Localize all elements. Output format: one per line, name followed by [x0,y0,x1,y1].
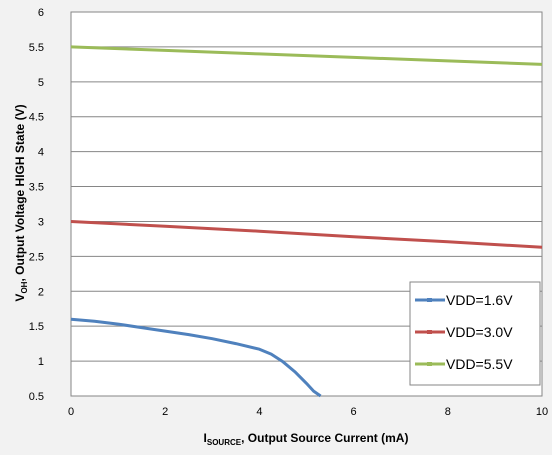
y-tick-label: 0.5 [29,391,44,403]
series-lines [70,45,543,398]
y-tick-labels: 0.5 1 1.5 2 2.5 3 3.5 4 4.5 5 5.5 6 [29,7,44,403]
x-tick-labels: 0 2 4 6 8 10 [68,406,548,418]
y-tick-label: 5.5 [29,42,44,54]
y-tick-label: 6 [38,7,44,19]
y-axis-title-sub: OH [20,281,29,293]
x-tick-label: 2 [162,406,168,418]
y-axis-title: VOH, Output Voltage HIGH State (V) [13,104,29,301]
series-line-1 [70,317,322,398]
plot-border [70,11,543,397]
y-tick-label: 3.5 [29,182,44,194]
y-tick-label: 5 [38,77,44,89]
legend: VDD=1.6V VDD=3.0V VDD=5.5V [409,281,541,386]
y-tick-label: 2 [38,286,44,298]
series-line-2 [70,220,543,249]
y-axis-title-main: V [13,294,27,302]
y-tick-label: 3 [38,216,44,228]
legend-marker-2 [427,330,432,334]
x-tick-label: 6 [351,406,357,418]
x-tick-label: 0 [68,406,74,418]
x-axis-title-main: I [204,431,207,445]
x-tick-label: 4 [256,406,262,418]
series-line-3 [70,45,543,66]
legend-marker-1 [427,298,432,302]
legend-label-3: VDD=5.5V [446,356,513,372]
y-tick-label: 4.5 [29,112,44,124]
x-axis-title: ISOURCE, Output Source Current (mA) [204,431,409,447]
y-tick-label: 1.5 [29,321,44,333]
x-axis-title-rest: , Output Source Current (mA) [241,431,408,445]
legend-label-1: VDD=1.6V [446,292,513,308]
legend-entries: VDD=1.6V VDD=3.0V VDD=5.5V [415,292,513,372]
y-tick-label: 2.5 [29,251,44,263]
y-tick-label: 4 [38,147,44,159]
x-axis-title-sub: SOURCE [207,438,242,447]
y-axis-title-rest: , Output Voltage HIGH State (V) [13,104,27,281]
x-tick-label: 8 [445,406,451,418]
y-tick-label: 1 [38,356,44,368]
legend-label-2: VDD=3.0V [446,324,513,340]
grid-lines [71,11,542,397]
x-tick-label: 10 [536,406,548,418]
legend-marker-3 [427,362,432,366]
